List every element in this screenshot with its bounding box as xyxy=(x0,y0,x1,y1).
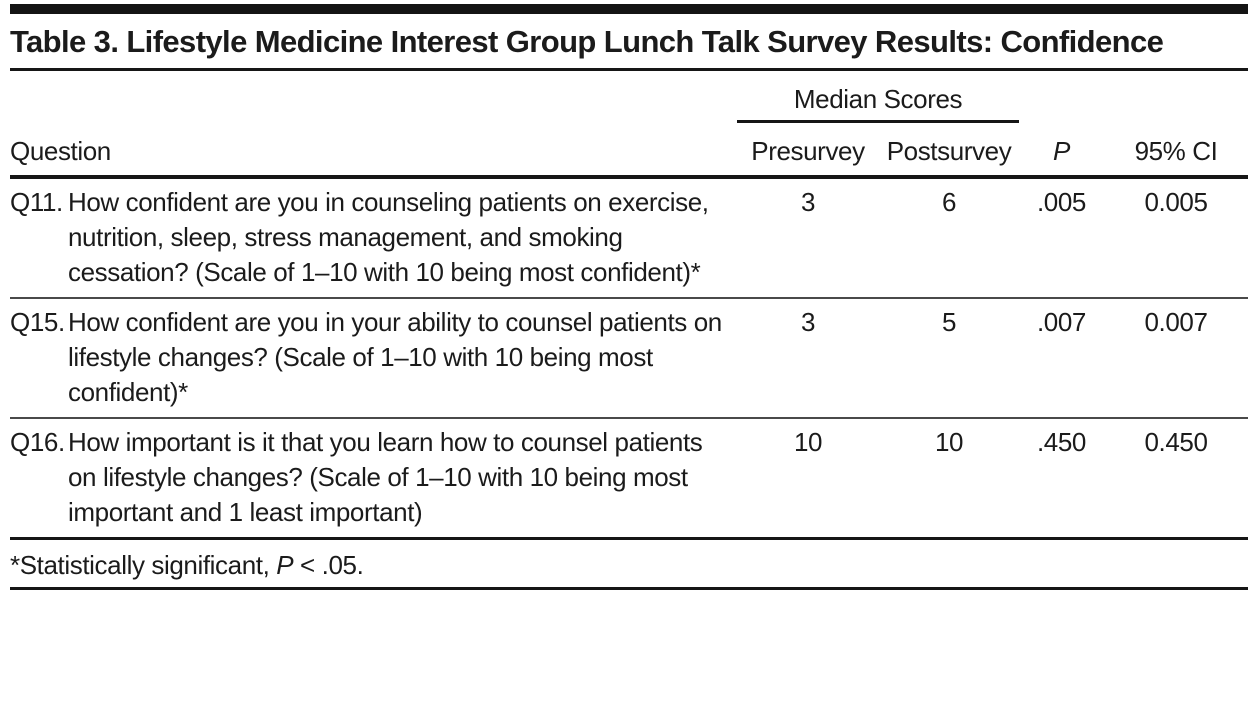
spanner-spacer-ci xyxy=(1104,71,1248,122)
footnote-row: *Statistically significant, P < .05. xyxy=(10,538,1248,590)
question-cell: Q16. How important is it that you learn … xyxy=(10,418,737,540)
ci-value: 0.007 xyxy=(1104,298,1248,419)
column-header-question: Question xyxy=(10,121,737,179)
postsurvey-value: 5 xyxy=(879,298,1019,419)
footnote-suffix: < .05. xyxy=(293,550,364,580)
survey-results-table: Median Scores Question Presurvey Postsur… xyxy=(10,71,1248,590)
question-text: How confident are you in your ability to… xyxy=(68,307,722,407)
footnote-prefix: *Statistically significant, xyxy=(10,550,277,580)
column-header-95ci: 95% CI xyxy=(1104,121,1248,179)
question-text: How confident are you in counseling pati… xyxy=(68,187,709,287)
p-value: .005 xyxy=(1019,177,1104,299)
presurvey-value: 3 xyxy=(737,298,879,419)
question-number: Q16. xyxy=(10,427,65,457)
table-row-q11: Q11. How confident are you in counseling… xyxy=(10,177,1248,299)
footnote-p-symbol: P xyxy=(276,550,294,580)
column-header-p-value: P xyxy=(1019,121,1104,179)
column-header-presurvey: Presurvey xyxy=(737,121,879,179)
footnote: *Statistically significant, P < .05. xyxy=(10,538,1248,590)
question-number: Q15. xyxy=(10,307,65,337)
presurvey-value: 3 xyxy=(737,177,879,299)
ci-value: 0.005 xyxy=(1104,177,1248,299)
question-cell: Q15. How confident are you in your abili… xyxy=(10,298,737,419)
postsurvey-value: 10 xyxy=(879,418,1019,540)
presurvey-value: 10 xyxy=(737,418,879,540)
table-row-q16: Q16. How important is it that you learn … xyxy=(10,418,1248,540)
table-row-q15: Q15. How confident are you in your abili… xyxy=(10,298,1248,419)
top-rule xyxy=(10,4,1248,14)
question-cell: Q11. How confident are you in counseling… xyxy=(10,177,737,299)
spanner-spacer-left xyxy=(10,71,737,122)
column-header-postsurvey: Postsurvey xyxy=(879,121,1019,179)
ci-value: 0.450 xyxy=(1104,418,1248,540)
p-value: .450 xyxy=(1019,418,1104,540)
spanner-median-scores: Median Scores xyxy=(737,71,1019,123)
postsurvey-value: 6 xyxy=(879,177,1019,299)
table-title: Table 3. Lifestyle Medicine Interest Gro… xyxy=(10,22,1248,71)
spanner-spacer-p xyxy=(1019,71,1104,122)
question-number: Q11. xyxy=(10,187,63,217)
column-header-row: Question Presurvey Postsurvey P 95% CI xyxy=(10,121,1248,179)
p-value: .007 xyxy=(1019,298,1104,419)
question-text: How important is it that you learn how t… xyxy=(68,427,703,527)
spanner-row: Median Scores xyxy=(10,71,1248,123)
